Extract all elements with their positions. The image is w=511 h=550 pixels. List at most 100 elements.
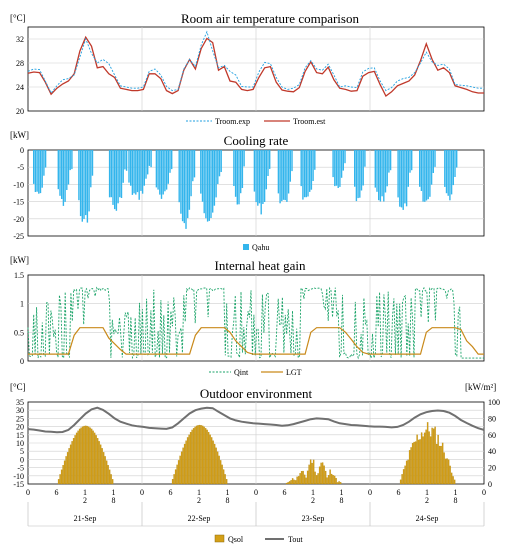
cooling-rate-bar [43, 150, 45, 176]
solar-radiation-bar [428, 431, 430, 485]
cooling-rate-bar [255, 150, 257, 203]
cooling-rate-bar [450, 150, 453, 195]
outdoor-environment-y2label: [kW/m²] [465, 382, 496, 392]
cooling-rate-bar [386, 150, 388, 187]
cooling-rate-bar [411, 150, 413, 171]
solar-radiation-bar [306, 470, 309, 485]
solar-radiation-bar [59, 474, 61, 485]
solar-radiation-bar [185, 440, 187, 485]
cooling-rate-bar [434, 150, 436, 167]
cooling-rate-bar [128, 150, 130, 183]
cooling-rate-bar [384, 150, 387, 193]
series-line-troom-exp [27, 30, 484, 94]
cooling-rate-bar [309, 150, 311, 192]
day-label: 21-Sep [74, 514, 97, 523]
cooling-rate-bar [88, 150, 90, 212]
solar-radiation-bar [315, 475, 318, 485]
cooling-rate-bar [400, 150, 403, 208]
room-temperature-ytick-label: 24 [16, 83, 24, 92]
solar-radiation-bar [405, 460, 408, 485]
cooling-rate-bar [185, 150, 187, 229]
solar-radiation-bar [444, 458, 447, 485]
cooling-rate-bar [419, 150, 421, 187]
cooling-rate-bar [217, 150, 219, 184]
cooling-rate-bar [187, 150, 189, 219]
solar-radiation-bar [417, 439, 420, 485]
outdoor-environment-ytick-label: 30 [16, 406, 24, 415]
solar-radiation-bar [317, 473, 319, 485]
day-label: 23-Sep [302, 514, 325, 523]
solar-radiation-bar [297, 476, 300, 485]
solar-radiation-bar [299, 473, 301, 485]
cooling-rate-bar [257, 150, 259, 206]
outdoor-environment-xtick-label: 1 [112, 488, 116, 497]
cooling-rate-bar [165, 150, 168, 190]
room-temperature-ytick-label: 32 [16, 35, 24, 44]
solar-radiation-bar [404, 465, 406, 485]
solar-radiation-bar [66, 452, 69, 485]
solar-radiation-bar [339, 482, 342, 485]
solar-radiation-bar [207, 432, 210, 485]
outdoor-environment-panel: Outdoor environment [°C] [kW/m²] -15-10-… [10, 382, 500, 544]
cooling-rate-bar [122, 150, 124, 183]
outdoor-environment-xtick-label: 1 [83, 488, 87, 497]
cooling-rate-bar [181, 150, 184, 222]
solar-radiation-bar [80, 427, 82, 485]
cooling-rate-ytick-label: -5 [17, 163, 24, 172]
solar-radiation-bar [320, 462, 322, 485]
outdoor-environment-xtick-label: 8 [454, 496, 458, 505]
cooling-rate-bar [39, 150, 42, 194]
cooling-rate-ytick-label: -25 [13, 232, 24, 241]
cooling-rate-bar [291, 150, 293, 172]
cooling-rate-panel: Cooling rate [kW] -25 -20 -15 -10 -5 0 Qahu [10, 130, 485, 252]
cooling-rate-bar [200, 150, 202, 194]
cooling-rate-bar [432, 150, 434, 173]
outdoor-environment-xtick-label: 2 [311, 496, 315, 505]
solar-radiation-bar [291, 478, 294, 485]
cooling-rate-bar [79, 150, 82, 217]
outdoor-environment-xtick-label: 2 [197, 496, 201, 505]
cooling-rate-bar [61, 150, 63, 199]
cooling-rate-bar [241, 150, 244, 188]
cooling-rate-bar [427, 150, 429, 200]
cooling-rate-bar [124, 150, 126, 170]
cooling-rate-bar [212, 150, 214, 213]
cooling-rate-bar [312, 150, 314, 181]
outdoor-environment-xtick-label: 0 [482, 488, 486, 497]
cooling-rate-bar [445, 150, 448, 194]
cooling-rate-bar [159, 150, 161, 195]
solar-radiation-bar [176, 464, 178, 485]
solar-radiation-bar [206, 429, 208, 485]
solar-radiation-bar [443, 452, 445, 485]
cooling-rate-bar [190, 150, 192, 197]
solar-radiation-bar [338, 481, 340, 485]
solar-radiation-bar [293, 479, 295, 485]
cooling-rate-bar [281, 150, 283, 202]
cooling-rate-bar [215, 150, 217, 198]
solar-radiation-bar [179, 455, 181, 485]
solar-radiation-bar [83, 425, 85, 485]
cooling-rate-bar [422, 150, 424, 202]
cooling-rate-bar [169, 150, 171, 173]
cooling-rate-bar [162, 150, 164, 195]
cooling-rate-bar [378, 150, 380, 201]
cooling-rate-bar [260, 150, 262, 215]
cooling-rate-bar [157, 150, 159, 190]
outdoor-environment-xtick-label: 8 [226, 496, 230, 505]
outdoor-environment-ytick-label: 15 [16, 431, 24, 440]
cooling-rate-bar [383, 150, 385, 202]
cooling-rate-bar [57, 150, 59, 190]
solar-radiation-bar [74, 435, 76, 485]
solar-radiation-bar [435, 443, 438, 485]
cooling-rate-bar [220, 150, 222, 172]
cooling-rate-bar [145, 150, 147, 179]
solar-radiation-bar [321, 462, 324, 485]
legend-swatch-qahu [243, 244, 249, 250]
cooling-rate-bar [303, 150, 306, 198]
outdoor-environment-ytick-label: 5 [20, 447, 24, 456]
cooling-rate-bar [277, 150, 280, 194]
cooling-rate-bar [69, 150, 71, 171]
solar-radiation-bar [408, 450, 411, 485]
solar-radiation-bar [101, 448, 103, 485]
